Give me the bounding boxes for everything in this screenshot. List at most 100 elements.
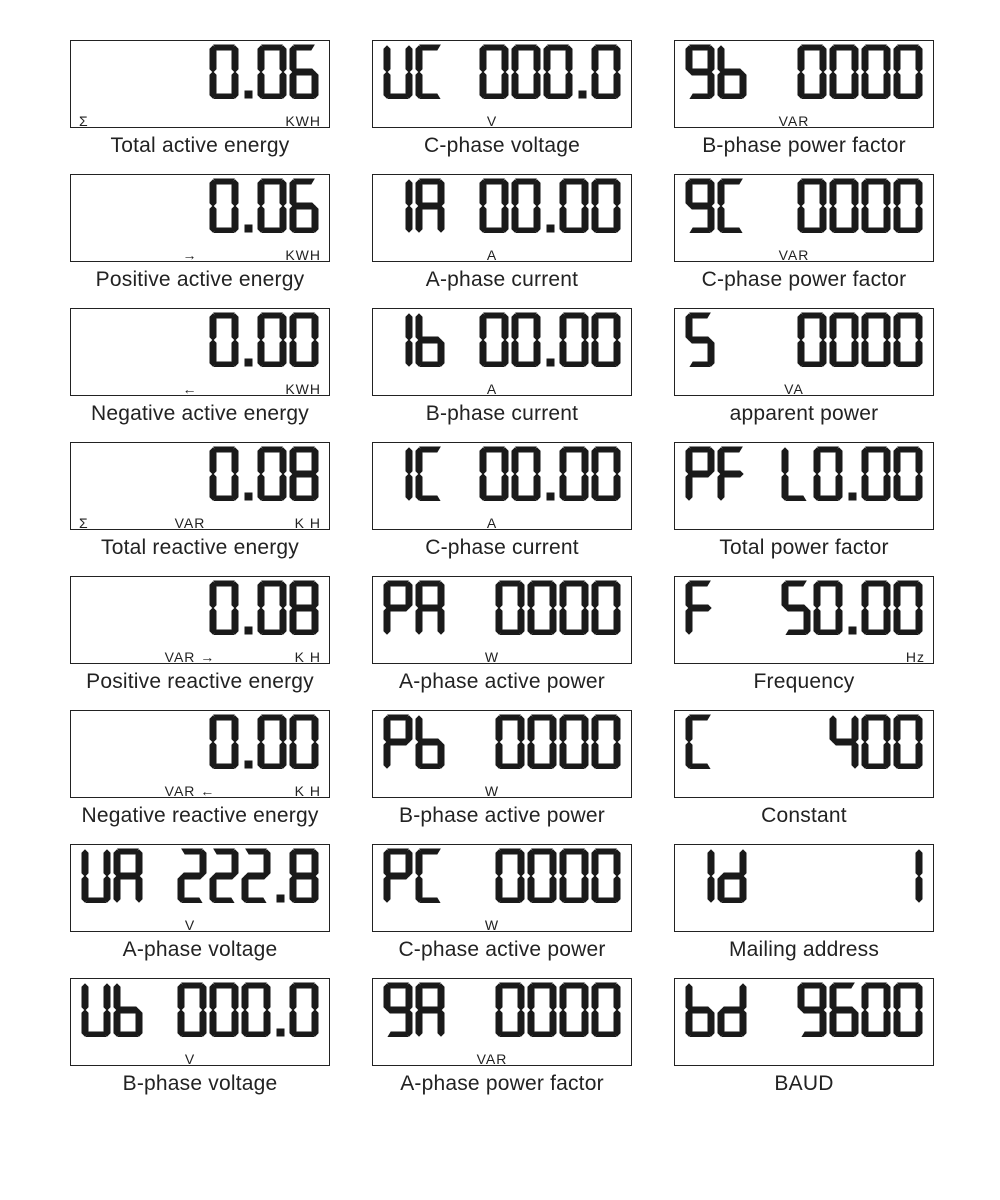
lcd-caption: Positive active energy	[96, 268, 305, 292]
lcd-prefix	[685, 713, 715, 783]
lcd-panel: A	[372, 308, 632, 396]
lcd-value	[445, 847, 621, 917]
lcd-caption: BAUD	[774, 1072, 833, 1096]
lcd-caption: apparent power	[730, 402, 879, 426]
lcd-unit-row: → KWH	[71, 247, 329, 265]
lcd-caption: Negative reactive energy	[81, 804, 318, 828]
lcd-caption: Constant	[761, 804, 847, 828]
lcd-prefix	[383, 713, 445, 783]
display-cell: A C-phase current	[372, 442, 632, 570]
lcd-panel: Σ KWH	[70, 40, 330, 128]
unit-center: A	[421, 515, 563, 531]
display-cell: Σ KWH Total active energy	[70, 40, 330, 168]
unit-center: V	[119, 1051, 261, 1067]
lcd-prefix	[685, 981, 747, 1051]
lcd-value	[81, 177, 319, 247]
lcd-value	[445, 445, 621, 515]
lcd-value	[445, 177, 621, 247]
lcd-panel: A	[372, 442, 632, 530]
lcd-value	[747, 43, 923, 113]
lcd-value	[143, 981, 319, 1051]
lcd-caption: C-phase active power	[398, 938, 605, 962]
lcd-value	[445, 311, 621, 381]
lcd-unit-row: VAR	[675, 247, 933, 265]
lcd-unit-row	[675, 917, 933, 931]
unit-right: KWH	[261, 113, 321, 129]
lcd-value	[747, 445, 923, 515]
lcd-prefix	[81, 981, 143, 1051]
lcd-panel: VAR ← K H	[70, 710, 330, 798]
display-cell: Total power factor	[674, 442, 934, 570]
lcd-value	[747, 177, 923, 247]
lcd-panel: VAR	[674, 174, 934, 262]
lcd-unit-row: A	[373, 247, 631, 265]
lcd-panel: VAR → K H	[70, 576, 330, 664]
lcd-panel: W	[372, 710, 632, 798]
lcd-panel: Σ VAR K H	[70, 442, 330, 530]
lcd-unit-row: VAR ← K H	[71, 783, 329, 801]
lcd-unit-row: Hz	[675, 649, 933, 667]
lcd-prefix	[383, 579, 445, 649]
unit-center: A	[421, 247, 563, 263]
lcd-caption: A-phase power factor	[400, 1072, 604, 1096]
unit-center: A	[421, 381, 563, 397]
display-cell: VAR A-phase power factor	[372, 978, 632, 1106]
display-cell: → KWH Positive active energy	[70, 174, 330, 302]
lcd-unit-row: Σ KWH	[71, 113, 329, 131]
lcd-unit-row: ← KWH	[71, 381, 329, 399]
lcd-caption: Total reactive energy	[101, 536, 299, 560]
display-cell: VAR → K H Positive reactive energy	[70, 576, 330, 704]
lcd-prefix	[383, 445, 445, 515]
unit-center: V	[119, 917, 261, 933]
unit-center: W	[421, 917, 563, 933]
lcd-caption: Total active energy	[111, 134, 290, 158]
lcd-value	[715, 579, 923, 649]
lcd-unit-row	[675, 515, 933, 529]
lcd-prefix	[383, 981, 445, 1051]
lcd-caption: Mailing address	[729, 938, 879, 962]
unit-center: VAR →	[119, 649, 261, 665]
lcd-caption: B-phase current	[426, 402, 578, 426]
lcd-value	[445, 579, 621, 649]
lcd-panel: VA	[674, 308, 934, 396]
lcd-caption: A-phase active power	[399, 670, 605, 694]
lcd-caption: A-phase current	[426, 268, 578, 292]
lcd-prefix	[685, 847, 747, 917]
lcd-caption: B-phase active power	[399, 804, 605, 828]
lcd-caption: C-phase voltage	[424, 134, 580, 158]
lcd-value	[445, 713, 621, 783]
lcd-unit-row: V	[71, 917, 329, 935]
unit-center: VAR ←	[119, 783, 261, 799]
display-cell: A B-phase current	[372, 308, 632, 436]
lcd-caption: A-phase voltage	[123, 938, 278, 962]
lcd-value	[81, 579, 319, 649]
display-cell: Constant	[674, 710, 934, 838]
lcd-panel: ← KWH	[70, 308, 330, 396]
display-cell: Hz Frequency	[674, 576, 934, 704]
unit-right: KWH	[261, 247, 321, 263]
unit-right: K H	[261, 649, 321, 665]
display-cell: W A-phase active power	[372, 576, 632, 704]
lcd-unit-row: W	[373, 649, 631, 667]
lcd-panel: V	[70, 844, 330, 932]
lcd-panel: VAR	[674, 40, 934, 128]
display-cell: A A-phase current	[372, 174, 632, 302]
unit-right: Hz	[865, 649, 925, 665]
unit-center: VAR	[119, 515, 261, 531]
lcd-panel: Hz	[674, 576, 934, 664]
lcd-prefix	[383, 311, 445, 381]
unit-center: V	[421, 113, 563, 129]
lcd-panel: → KWH	[70, 174, 330, 262]
unit-center: W	[421, 649, 563, 665]
lcd-unit-row	[675, 783, 933, 797]
unit-center: VA	[723, 381, 865, 397]
unit-right: KWH	[261, 381, 321, 397]
lcd-caption: B-phase power factor	[702, 134, 906, 158]
lcd-prefix	[685, 579, 715, 649]
lcd-prefix	[383, 43, 445, 113]
lcd-unit-row: VAR	[675, 113, 933, 131]
lcd-unit-row: A	[373, 515, 631, 533]
lcd-value	[445, 43, 621, 113]
lcd-panel	[674, 710, 934, 798]
display-cell: ← KWH Negative active energy	[70, 308, 330, 436]
